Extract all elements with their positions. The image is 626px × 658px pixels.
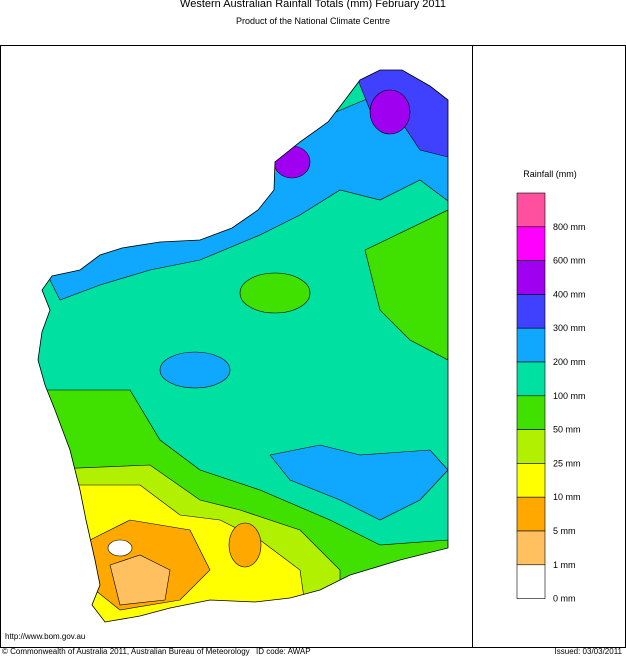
legend-label: 10 mm [553,492,581,502]
legend-label: 400 mm [553,289,586,299]
title: Western Australian Rainfall Totals (mm) … [180,0,446,10]
legend-label: 600 mm [553,256,586,266]
legend-swatch [516,361,546,397]
legend-swatch [516,496,546,532]
region [109,554,171,606]
legend-swatch [516,395,546,430]
region [228,522,262,568]
legend-label: 300 mm [553,323,586,333]
legend-swatch [516,564,546,599]
region [273,145,311,179]
legend-swatch [516,226,546,261]
legend-label: 100 mm [553,391,586,401]
footer-copyright: © Commonwealth of Australia 2011, Austra… [2,647,250,656]
legend-swatch [516,530,546,566]
legend-swatch [516,429,546,464]
legend-title: Rainfall (mm) [523,169,577,179]
legend-label: 1 mm [553,560,576,570]
legend-swatch [516,327,546,363]
legend-label: 200 mm [553,357,586,367]
legend-swatch [516,260,546,295]
legend-swatch [516,463,546,498]
legend-swatch [516,192,546,228]
region [369,89,411,135]
region [364,209,448,361]
legend-swatch [516,294,546,329]
region [269,444,448,521]
footer-url: http://www.bom.gov.au [5,632,85,641]
legend-label: 800 mm [553,222,586,232]
legend: 800 mm 600 mm 400 mm 300 mm 200 mm 100 mm 50 m… [516,192,586,604]
legend-label: 50 mm [553,425,581,435]
subtitle: Product of the National Climate Centre [236,16,390,26]
footer-id-code: ID code: AWAP [256,647,311,656]
coastline [37,69,449,623]
footer-issued: Issued: 03/03/2011 [555,647,623,656]
legend-label: 5 mm [553,526,576,536]
map [38,70,448,622]
legend-label: 0 mm [553,594,576,604]
legend-label: 25 mm [553,458,581,468]
region [159,351,231,389]
region [107,539,133,557]
region [239,272,311,314]
